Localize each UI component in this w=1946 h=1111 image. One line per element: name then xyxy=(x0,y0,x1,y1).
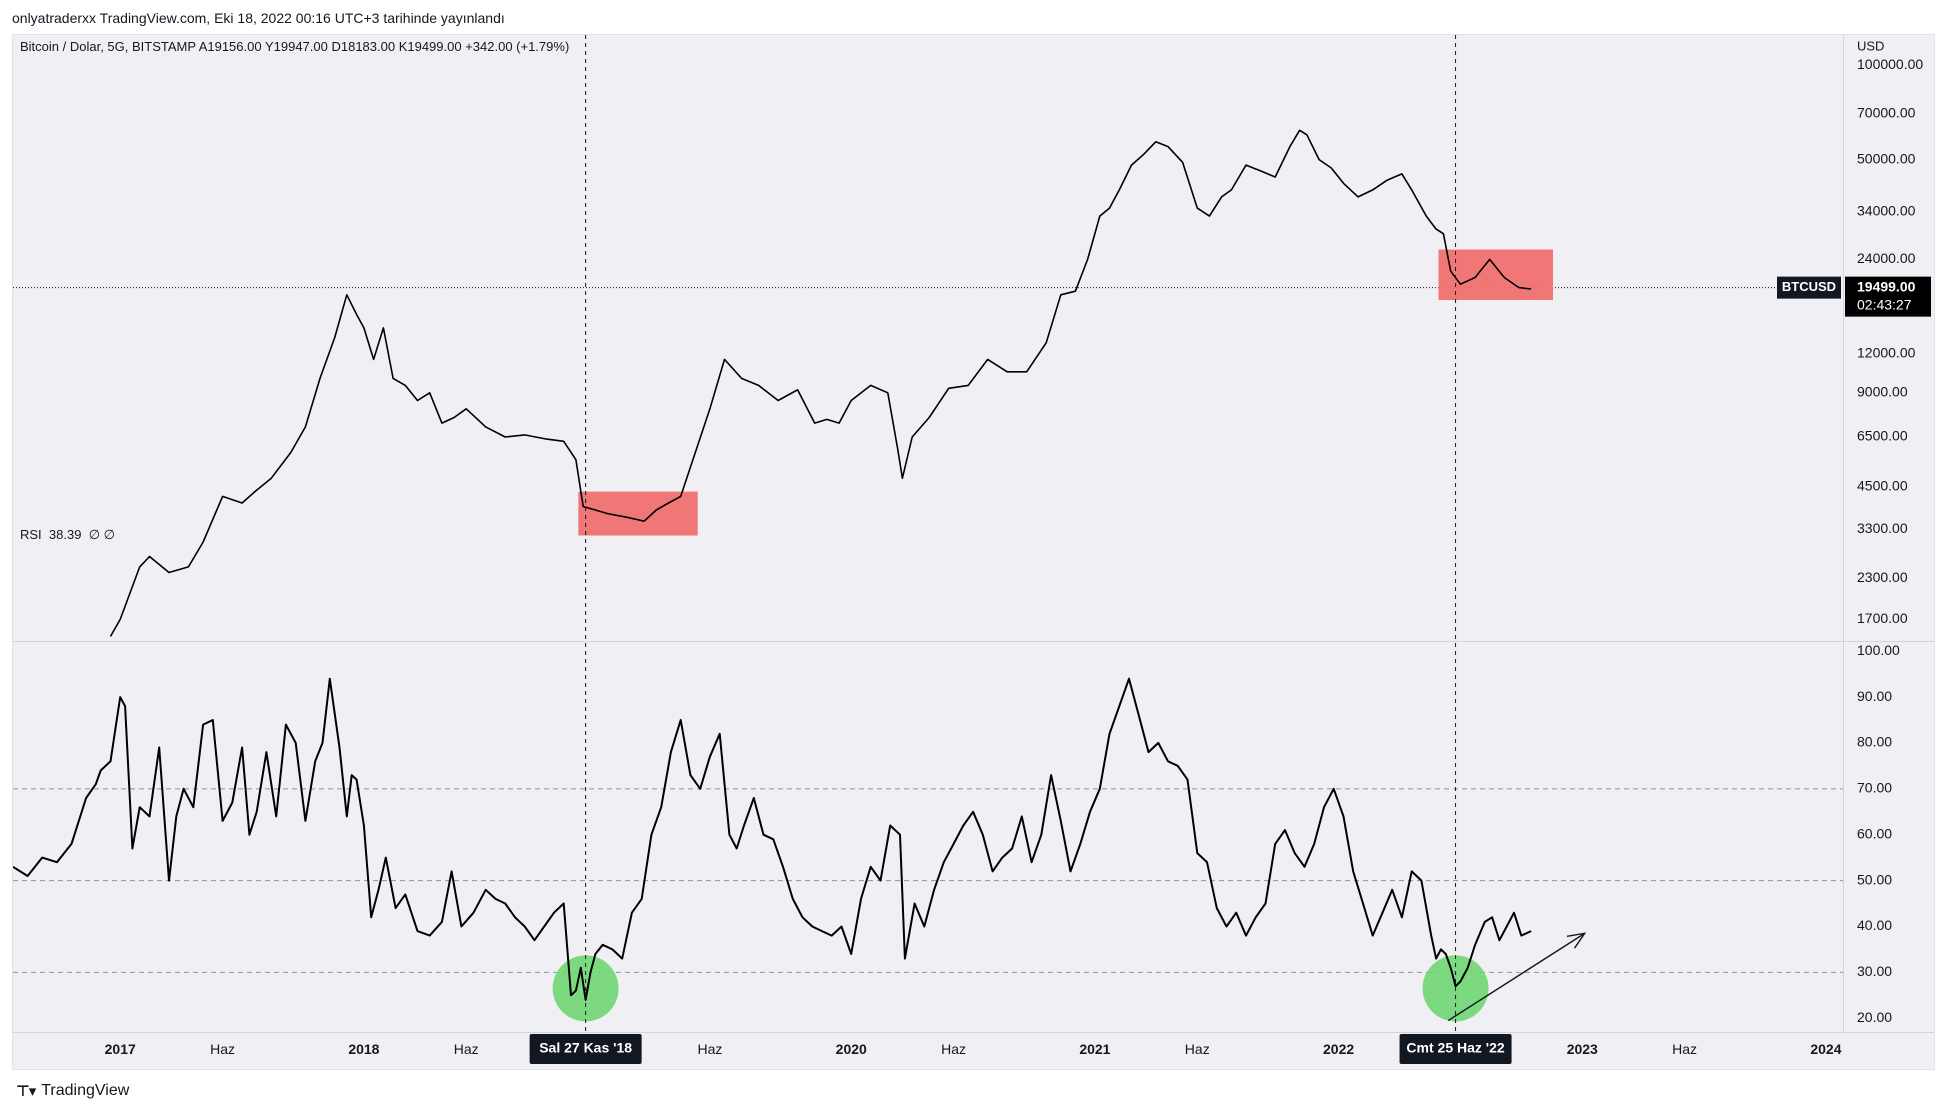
rsi-axis-tick: 100.00 xyxy=(1857,642,1900,658)
chart-frame[interactable]: USD 1700.00 2300.00 3300.00 4500.00 6500.00 90… xyxy=(12,34,1935,1070)
time-axis-tick: 2023 xyxy=(1567,1041,1598,1057)
price-axis-tick: 3300.00 xyxy=(1857,520,1908,536)
rsi-axis-tick: 80.00 xyxy=(1857,734,1892,750)
symbol-tag-badge xyxy=(1777,276,1841,299)
rsi-axis-tick: 40.00 xyxy=(1857,917,1892,933)
price-highlight-box[interactable] xyxy=(578,491,698,536)
currency-label: USD xyxy=(1857,38,1884,53)
rsi-axis-tick: 50.00 xyxy=(1857,871,1892,887)
symbol-tag: BTCUSD xyxy=(1782,279,1836,294)
time-axis-tick: Haz xyxy=(1185,1041,1210,1057)
price-axis-tick: 24000.00 xyxy=(1857,250,1916,266)
price-axis-tick: 6500.00 xyxy=(1857,428,1908,444)
rsi-legend-value: 38.39 xyxy=(48,527,82,542)
rsi-legend-extra: ∅ ∅ xyxy=(88,527,115,542)
price-axis-tick: 50000.00 xyxy=(1857,150,1916,166)
time-axis-tick: Haz xyxy=(941,1041,966,1057)
footer-brand: ⊤▾ TradingView xyxy=(16,1082,129,1100)
price-axis-tick: 12000.00 xyxy=(1857,344,1916,360)
tradingview-logo-icon: ⊤▾ xyxy=(16,1083,36,1100)
footer-brand-label: TradingView xyxy=(41,1082,130,1099)
trend-arrow-head-icon xyxy=(1566,932,1587,949)
chart-canvas[interactable]: USD 1700.00 2300.00 3300.00 4500.00 6500.00 90… xyxy=(13,35,1934,1069)
time-axis-tick: 2022 xyxy=(1323,1041,1354,1057)
time-axis-tick: 2020 xyxy=(836,1041,867,1057)
bar-countdown-label: 02:43:27 xyxy=(1857,296,1912,312)
price-highlight-box[interactable] xyxy=(1438,249,1554,301)
rsi-series-line xyxy=(13,677,1532,1001)
last-price-badge xyxy=(1845,276,1931,317)
crosshair-date-label: Cmt 25 Haz '22 xyxy=(1406,1040,1504,1056)
time-axis-tick: Haz xyxy=(210,1041,235,1057)
price-axis-tick: 70000.00 xyxy=(1857,105,1916,121)
price-series-line xyxy=(109,129,1532,637)
time-axis-tick: Haz xyxy=(1672,1041,1697,1057)
rsi-axis-tick: 90.00 xyxy=(1857,688,1892,704)
rsi-axis-tick: 70.00 xyxy=(1857,780,1892,796)
crosshair-date-badge xyxy=(1399,1034,1512,1064)
time-axis-tick: 2018 xyxy=(348,1041,379,1057)
price-axis-tick: 100000.00 xyxy=(1857,56,1923,72)
rsi-axis-tick: 20.00 xyxy=(1857,1009,1892,1025)
time-axis-tick: 2024 xyxy=(1810,1041,1841,1057)
price-axis-tick: 1700.00 xyxy=(1857,610,1908,626)
trend-arrow-line[interactable] xyxy=(1447,932,1586,1022)
price-axis-tick: 9000.00 xyxy=(1857,383,1908,399)
last-price-label: 19499.00 xyxy=(1857,278,1916,294)
time-axis-tick: 2017 xyxy=(105,1041,136,1057)
rsi-axis-tick: 30.00 xyxy=(1857,963,1892,979)
crosshair-date-badge xyxy=(529,1034,642,1064)
rsi-legend-name: RSI xyxy=(20,527,42,542)
rsi-legend: RSI 38.39 ∅ ∅ xyxy=(20,527,115,543)
price-legend: Bitcoin / Dolar, 5G, BITSTAMP A19156.00 … xyxy=(20,39,570,54)
time-axis-tick: Haz xyxy=(697,1041,722,1057)
time-axis-tick: 2021 xyxy=(1079,1041,1110,1057)
rsi-axis-tick: 60.00 xyxy=(1857,825,1892,841)
publish-info: onlyatraderxx TradingView.com, Eki 18, 2… xyxy=(12,10,505,26)
price-axis-tick: 4500.00 xyxy=(1857,478,1908,494)
price-axis-tick: 2300.00 xyxy=(1857,569,1908,585)
price-axis-tick: 34000.00 xyxy=(1857,203,1916,219)
crosshair-date-label: Sal 27 Kas '18 xyxy=(539,1040,632,1056)
time-axis-tick: Haz xyxy=(454,1041,479,1057)
